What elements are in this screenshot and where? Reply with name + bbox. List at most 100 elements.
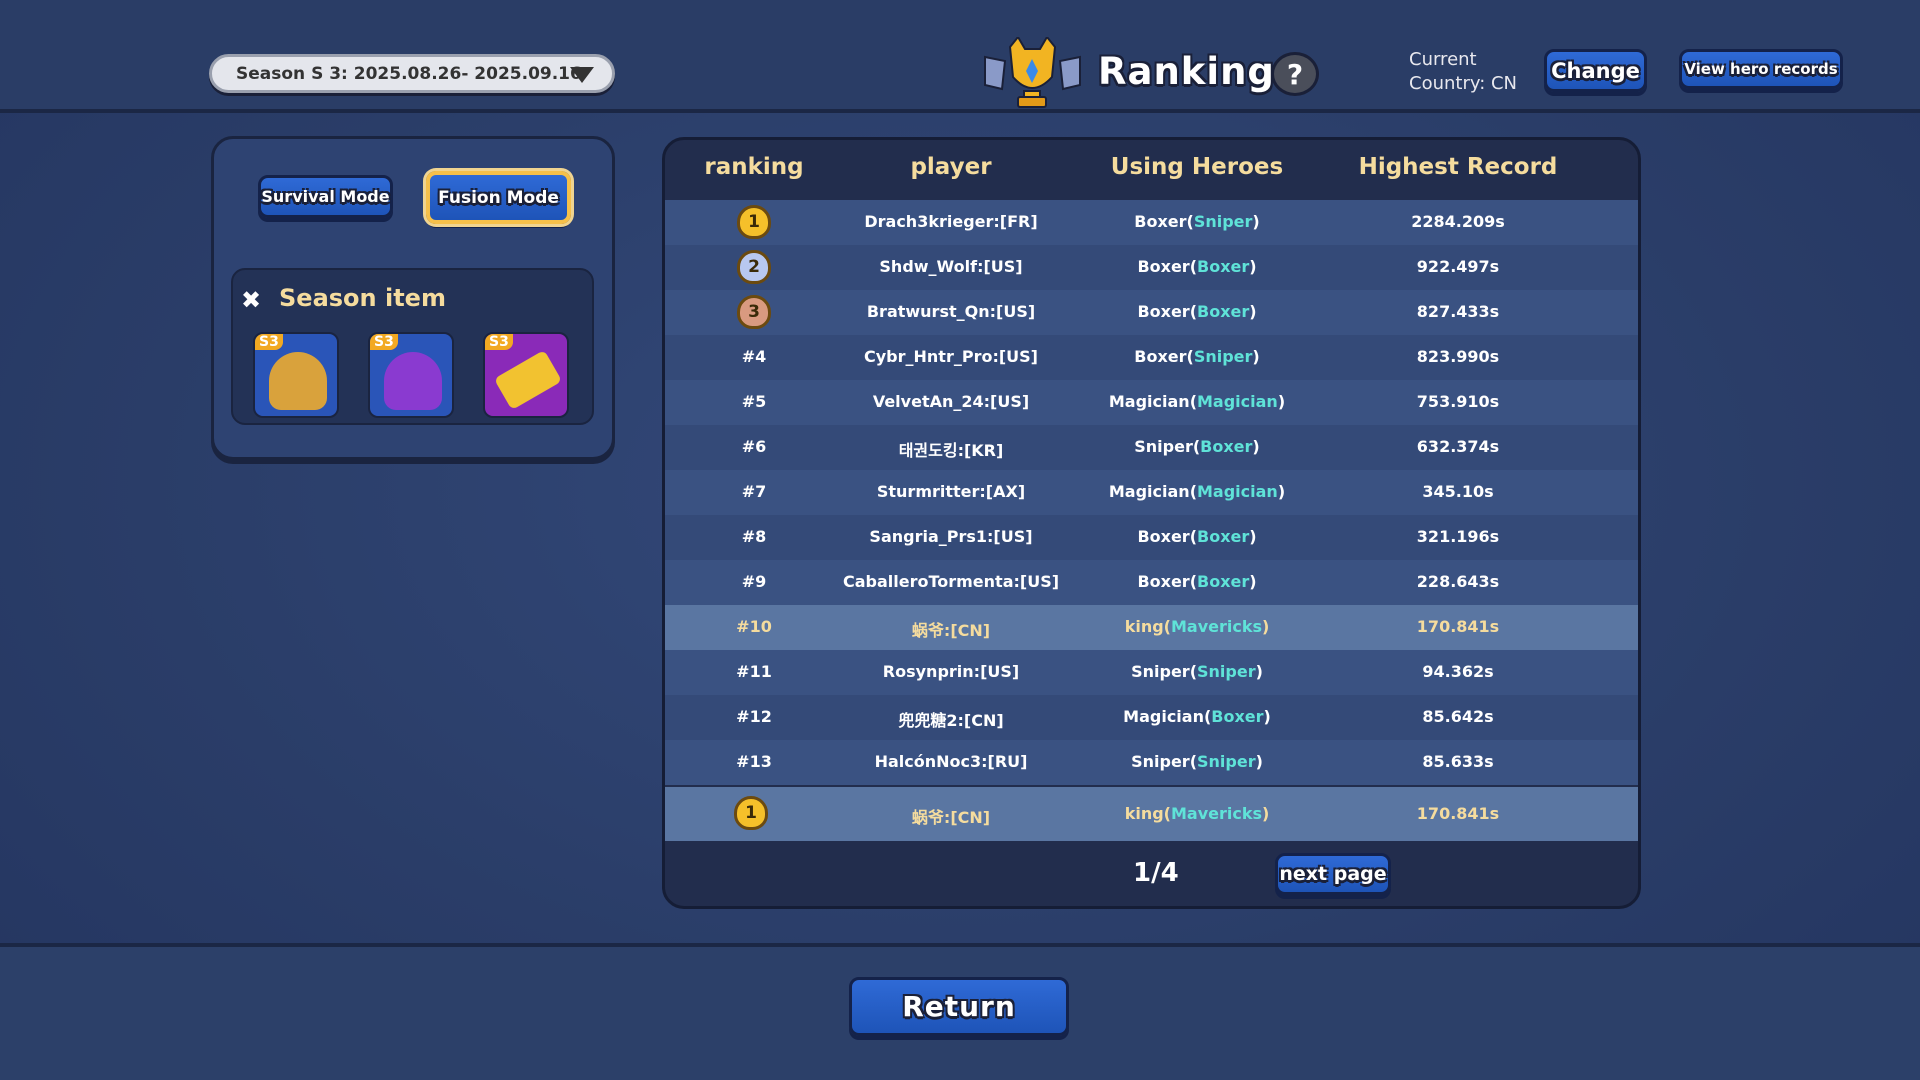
record-cell: 85.642s — [1422, 707, 1494, 726]
record-cell: 321.196s — [1416, 527, 1500, 546]
paren: ) — [1252, 212, 1260, 231]
player-cell: 蜗爷:[CN] — [911, 808, 991, 827]
heroes-cell: Boxer(Boxer) — [1137, 257, 1256, 276]
table-row[interactable]: #5 VelvetAn_24:[US] Magician(Magician) 753.… — [665, 380, 1638, 425]
table-row[interactable]: #10 蜗爷:[CN] king(Mavericks) 170.841s — [665, 605, 1638, 650]
table-header: ranking player Using Heroes Highest Reco… — [665, 140, 1638, 200]
table-row[interactable]: 1 Drach3krieger:[FR] Boxer(Sniper) 2284.209… — [665, 200, 1638, 245]
rank-cell: #5 — [741, 392, 767, 411]
heroes-cell: Sniper(Sniper) — [1131, 662, 1263, 681]
paren: ( — [1163, 617, 1171, 636]
table-row[interactable]: 3 Bratwurst_Qn:[US] Boxer(Boxer) 827.433s — [665, 290, 1638, 335]
sub-hero-name: Boxer — [1197, 572, 1250, 591]
bronze-medal-icon: 3 — [737, 295, 771, 329]
help-button[interactable]: ? — [1271, 52, 1319, 96]
table-row[interactable]: #9 CaballeroTormenta:[US] Boxer(Boxer) 228.… — [665, 560, 1638, 605]
heroes-cell: Magician(Magician) — [1109, 392, 1285, 411]
heroes-cell: king(Mavericks) — [1125, 804, 1270, 823]
sub-hero-name: Sniper — [1197, 752, 1256, 771]
paren: ( — [1189, 257, 1197, 276]
table-row[interactable]: #11 Rosynprin:[US] Sniper(Sniper) 94.362s — [665, 650, 1638, 695]
paren: ) — [1249, 527, 1257, 546]
hero-name: Sniper — [1131, 752, 1190, 771]
paren: ( — [1189, 482, 1197, 501]
player-cell: Sangria_Prs1:[US] — [869, 527, 1033, 546]
survival-mode-tab[interactable]: Survival Mode — [258, 175, 393, 218]
player-cell: Sturmritter:[AX] — [876, 482, 1026, 501]
player-cell: 태권도킹:[KR] — [898, 441, 1004, 460]
rank-cell: #8 — [741, 527, 767, 546]
player-cell: VelvetAn_24:[US] — [872, 392, 1030, 411]
paren: ( — [1189, 572, 1197, 591]
paren: ( — [1186, 347, 1194, 366]
table-row[interactable]: #8 Sangria_Prs1:[US] Boxer(Boxer) 321.196s — [665, 515, 1638, 560]
record-cell: 94.362s — [1422, 662, 1494, 681]
table-row[interactable]: 2 Shdw_Wolf:[US] Boxer(Boxer) 922.497s — [665, 245, 1638, 290]
page-indicator: 1/4 — [1133, 858, 1179, 888]
next-page-button[interactable]: next page — [1275, 853, 1391, 895]
record-cell: 632.374s — [1416, 437, 1500, 456]
sub-hero-name: Sniper — [1193, 212, 1253, 231]
paren: ) — [1262, 617, 1270, 636]
paren: ( — [1189, 527, 1197, 546]
hero-name: Sniper — [1134, 437, 1193, 456]
paren: ) — [1255, 662, 1263, 681]
hero-name: Boxer — [1137, 572, 1190, 591]
season-item-3[interactable]: S3 — [483, 332, 569, 418]
sub-hero-name: Boxer — [1197, 302, 1250, 321]
country-value: Country: CN — [1409, 73, 1518, 94]
player-cell: Cybr_Hntr_Pro:[US] — [864, 347, 1038, 366]
hero-name: Magician — [1108, 482, 1190, 501]
hero-name: Boxer — [1137, 527, 1190, 546]
paren: ) — [1277, 392, 1286, 411]
player-cell: HalcónNoc3:[RU] — [874, 752, 1028, 771]
record-cell: 228.643s — [1416, 572, 1500, 591]
fusion-mode-tab[interactable]: Fusion Mode — [426, 171, 571, 224]
heroes-cell: Magician(Magician) — [1109, 482, 1285, 501]
table-row[interactable]: #6 태권도킹:[KR] Sniper(Boxer) 632.374s — [665, 425, 1638, 470]
country-label: Current — [1409, 49, 1477, 70]
season-item-1[interactable]: S3 — [253, 332, 339, 418]
table-row[interactable]: #4 Cybr_Hntr_Pro:[US] Boxer(Sniper) 823.990… — [665, 335, 1638, 380]
hero-name: king — [1124, 617, 1164, 636]
gold-medal-icon: 1 — [737, 205, 771, 239]
season-tag: S3 — [485, 334, 513, 350]
player-cell: 兜兜糖2:[CN] — [898, 711, 1004, 730]
return-button[interactable]: Return — [849, 977, 1069, 1036]
sub-hero-name: Magician — [1197, 392, 1278, 411]
hero-name: Magician — [1108, 392, 1190, 411]
season-item-2[interactable]: S3 — [368, 332, 454, 418]
player-cell: Shdw_Wolf:[US] — [879, 257, 1023, 276]
paren: ) — [1255, 752, 1263, 771]
hero-name: Boxer — [1134, 212, 1187, 231]
paren: ( — [1163, 804, 1171, 823]
paren: ) — [1252, 437, 1260, 456]
hero-name: king — [1124, 804, 1164, 823]
column-record: Highest Record — [1358, 154, 1558, 180]
chevron-down-icon[interactable] — [570, 67, 594, 83]
paren: ) — [1249, 302, 1257, 321]
sub-hero-name: Magician — [1197, 482, 1278, 501]
table-row[interactable]: #7 Sturmritter:[AX] Magician(Magician) 345.… — [665, 470, 1638, 515]
sub-hero-name: Mavericks — [1170, 804, 1262, 823]
column-heroes: Using Heroes — [1110, 154, 1284, 180]
heroes-cell: Magician(Boxer) — [1123, 707, 1271, 726]
table-row[interactable]: #12 兜兜糖2:[CN] Magician(Boxer) 85.642s — [665, 695, 1638, 740]
hero-name: Boxer — [1134, 347, 1187, 366]
season-tag: S3 — [370, 334, 398, 350]
column-player: player — [910, 154, 992, 180]
table-row[interactable]: #13 HalcónNoc3:[RU] Sniper(Sniper) 85.633s — [665, 740, 1638, 785]
rank-cell: #7 — [741, 482, 767, 501]
season-tag: S3 — [255, 334, 283, 350]
view-hero-records-button[interactable]: View hero records — [1679, 49, 1843, 89]
heroes-cell: Boxer(Boxer) — [1137, 527, 1256, 546]
paren: ( — [1186, 212, 1194, 231]
season-selector[interactable]: Season S 3: 2025.08.26- 2025.09.16 — [209, 54, 615, 93]
sub-hero-name: Mavericks — [1170, 617, 1262, 636]
gold-bar-icon — [493, 349, 563, 411]
change-country-button[interactable]: Change — [1544, 49, 1647, 92]
season-selector-label: Season S 3: 2025.08.26- 2025.09.16 — [236, 63, 582, 84]
paren: ( — [1189, 392, 1197, 411]
own-rank-row[interactable]: 1 蜗爷:[CN] king(Mavericks) 170.841s — [665, 787, 1638, 841]
golden-toad-icon — [269, 352, 327, 410]
